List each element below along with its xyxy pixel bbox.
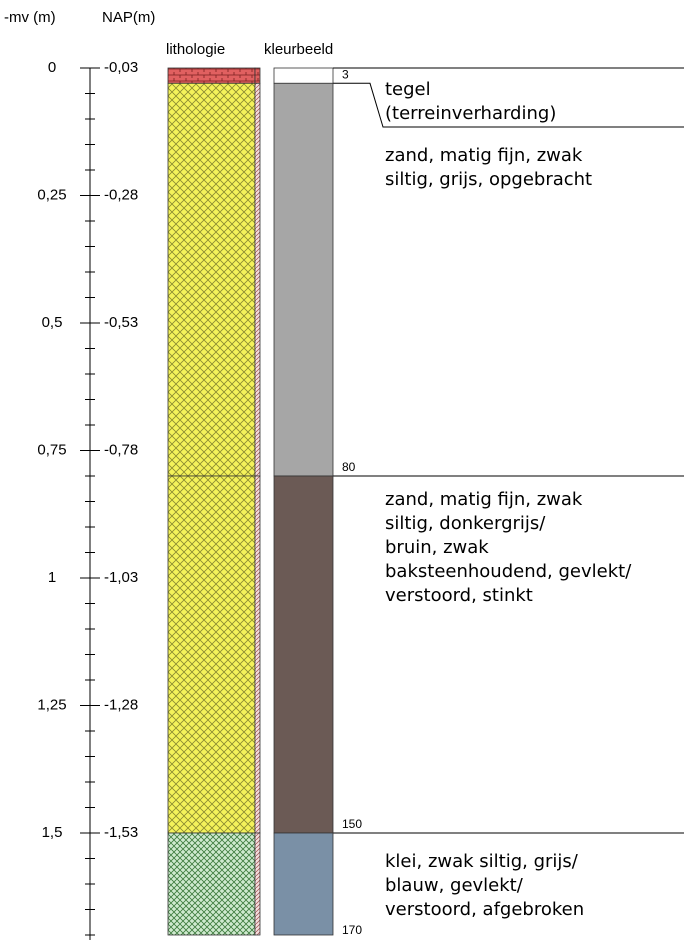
depth-label: 1,5 (42, 824, 63, 841)
layer-description: klei, zwak siltig, grijs/ (385, 851, 579, 872)
borehole-log: -mv (m) NAP(m) lithologie kleurbeeld 0 -0… (0, 0, 684, 940)
lithology-layer (168, 833, 255, 935)
depth-label: 1 (48, 569, 56, 586)
lithology-strip (255, 476, 260, 833)
depth-label: 1,25 (37, 696, 66, 713)
layer-description: (terreinverharding) (385, 103, 556, 124)
color-layer (274, 833, 333, 935)
depth-label: 0,75 (37, 441, 66, 458)
color-layer (274, 68, 333, 83)
lithology-strip (255, 83, 260, 476)
lithology-strip (255, 68, 260, 83)
layer-description: bruin, zwak (385, 537, 489, 558)
nap-label: -1,53 (104, 824, 138, 841)
layer-description: tegel (385, 79, 431, 100)
lithology-header: lithologie (166, 41, 225, 58)
lithology-layer (168, 68, 255, 83)
nap-label: -1,28 (104, 696, 138, 713)
color-header: kleurbeeld (264, 41, 333, 58)
depth-label: 0,5 (42, 314, 63, 331)
layer-description: verstoord, stinkt (385, 585, 533, 606)
depth-label: 0,25 (37, 186, 66, 203)
layer-description: siltig, grijs, opgebracht (385, 169, 592, 190)
color-layer (274, 83, 333, 476)
nap-label: -0,53 (104, 314, 138, 331)
layer-description: blauw, gevlekt/ (385, 875, 524, 896)
boundary-depth: 3 (342, 67, 349, 81)
lithology-layer (168, 476, 255, 833)
layer-description: zand, matig fijn, zwak (385, 145, 583, 166)
lithology-strip (255, 833, 260, 935)
color-layer (274, 476, 333, 833)
layer-description: zand, matig fijn, zwak (385, 489, 583, 510)
layer-description: verstoord, afgebroken (385, 899, 584, 920)
layer-description: siltig, donkergrijs/ (385, 513, 546, 534)
nap-header: NAP(m) (102, 9, 155, 26)
boundary-depth: 150 (342, 817, 362, 831)
nap-label: -0,03 (104, 59, 138, 76)
depth-label: 0 (48, 59, 56, 76)
lithology-layer (168, 83, 255, 476)
nap-label: -1,03 (104, 569, 138, 586)
boundary-depth: 80 (342, 460, 356, 474)
nap-label: -0,78 (104, 441, 138, 458)
boundary-depth: 170 (342, 923, 362, 937)
nap-label: -0,28 (104, 186, 138, 203)
depth-header: -mv (m) (4, 9, 56, 26)
layer-description: baksteenhoudend, gevlekt/ (385, 561, 632, 582)
